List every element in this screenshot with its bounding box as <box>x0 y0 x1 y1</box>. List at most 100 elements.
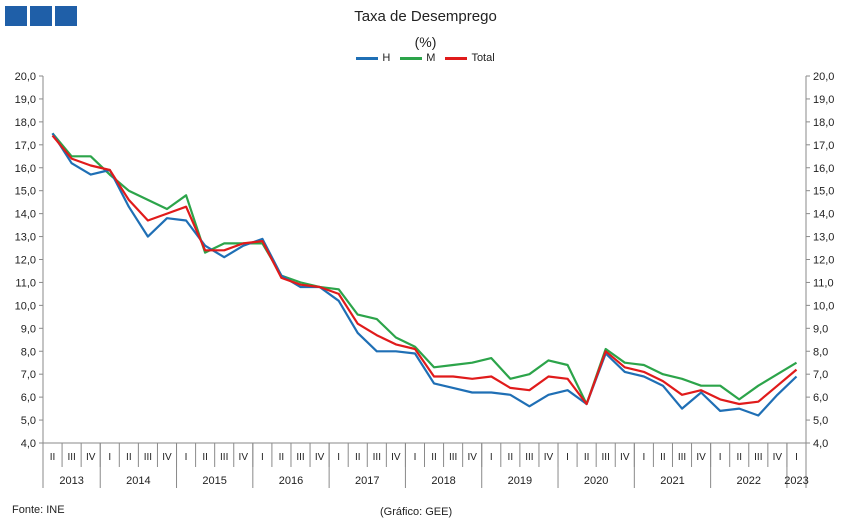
legend: H M Total <box>0 52 851 64</box>
year-label: 2021 <box>660 475 684 487</box>
quarter-label: IV <box>696 452 706 463</box>
legend-item-total: Total <box>445 52 495 64</box>
credit-note: (Gráfico: GEE) <box>380 506 453 518</box>
quarter-label: II <box>736 452 742 463</box>
quarter-label: III <box>525 452 533 463</box>
logo-square <box>5 6 27 26</box>
y-tick-label-left: 6,0 <box>21 392 36 404</box>
legend-item-m: M <box>400 52 435 64</box>
y-tick-label-left: 12,0 <box>15 255 36 267</box>
logo <box>5 6 77 26</box>
legend-label-m: M <box>426 52 436 64</box>
y-tick-label-right: 20,0 <box>813 71 834 83</box>
quarter-label: III <box>373 452 381 463</box>
quarter-label: III <box>67 452 75 463</box>
legend-swatch-h <box>356 56 379 60</box>
quarter-label: III <box>602 452 610 463</box>
y-tick-label-right: 15,0 <box>813 186 834 198</box>
quarter-label: I <box>108 452 111 463</box>
quarter-label: IV <box>391 452 401 463</box>
y-tick-label-left: 20,0 <box>15 71 36 83</box>
quarter-label: II <box>431 452 437 463</box>
quarter-label: II <box>660 452 666 463</box>
legend-swatch-total <box>445 56 468 60</box>
legend-swatch-m <box>400 56 423 60</box>
y-tick-label-right: 12,0 <box>813 255 834 267</box>
year-label: 2023 <box>784 475 808 487</box>
quarter-label: I <box>337 452 340 463</box>
year-label: 2014 <box>126 475 150 487</box>
y-tick-label-right: 7,0 <box>813 369 828 381</box>
quarter-label: II <box>584 452 590 463</box>
y-tick-label-left: 4,0 <box>21 438 36 450</box>
y-tick-label-left: 18,0 <box>15 117 36 129</box>
year-label: 2017 <box>355 475 379 487</box>
y-tick-label-left: 13,0 <box>15 232 36 244</box>
quarter-label: IV <box>315 452 325 463</box>
y-tick-label-left: 17,0 <box>15 140 36 152</box>
y-tick-label-left: 9,0 <box>21 323 36 335</box>
quarter-label: III <box>449 452 457 463</box>
quarter-label: I <box>261 452 264 463</box>
year-label: 2016 <box>279 475 303 487</box>
quarter-label: IV <box>467 452 477 463</box>
series-line-total <box>51 134 798 406</box>
legend-label-total: Total <box>471 52 495 64</box>
series-line-h <box>51 132 798 417</box>
y-tick-label-right: 8,0 <box>813 346 828 358</box>
quarter-label: III <box>296 452 304 463</box>
chart-title: Taxa de Desemprego <box>354 8 497 25</box>
quarter-label: II <box>355 452 361 463</box>
year-label: 2018 <box>431 475 455 487</box>
quarter-label: I <box>795 452 798 463</box>
y-tick-label-right: 13,0 <box>813 232 834 244</box>
y-tick-label-right: 11,0 <box>813 277 834 289</box>
quarter-label: I <box>642 452 645 463</box>
year-label: 2020 <box>584 475 608 487</box>
quarter-label: II <box>202 452 208 463</box>
y-tick-label-left: 7,0 <box>21 369 36 381</box>
quarter-label: IV <box>239 452 249 463</box>
y-tick-label-right: 16,0 <box>813 163 834 175</box>
logo-square <box>55 6 77 26</box>
quarter-label: IV <box>620 452 630 463</box>
logo-square <box>30 6 52 26</box>
series-line-m <box>51 132 798 406</box>
y-tick-label-left: 14,0 <box>15 209 36 221</box>
quarter-label: IV <box>162 452 172 463</box>
y-tick-label-left: 15,0 <box>15 186 36 198</box>
quarter-label: III <box>220 452 228 463</box>
quarter-label: II <box>279 452 285 463</box>
quarter-label: I <box>185 452 188 463</box>
y-tick-label-right: 9,0 <box>813 323 828 335</box>
quarter-label: II <box>508 452 514 463</box>
y-tick-label-right: 14,0 <box>813 209 834 221</box>
quarter-label: I <box>414 452 417 463</box>
y-tick-label-left: 10,0 <box>15 300 36 312</box>
y-tick-label-right: 18,0 <box>813 117 834 129</box>
y-tick-label-right: 10,0 <box>813 300 834 312</box>
y-tick-label-right: 17,0 <box>813 140 834 152</box>
year-label: 2022 <box>737 475 761 487</box>
y-tick-label-right: 19,0 <box>813 94 834 106</box>
y-tick-label-left: 16,0 <box>15 163 36 175</box>
legend-item-h: H <box>356 52 390 64</box>
quarter-label: II <box>50 452 56 463</box>
quarter-label: III <box>678 452 686 463</box>
quarter-label: I <box>566 452 569 463</box>
quarter-label: IV <box>544 452 554 463</box>
chart-subtitle: (%) <box>414 34 437 50</box>
y-tick-label-right: 4,0 <box>813 438 828 450</box>
y-tick-label-left: 8,0 <box>21 346 36 358</box>
y-tick-label-left: 5,0 <box>21 415 36 427</box>
quarter-label: I <box>490 452 493 463</box>
quarter-label: III <box>754 452 762 463</box>
quarter-label: III <box>144 452 152 463</box>
y-tick-label-left: 19,0 <box>15 94 36 106</box>
year-label: 2019 <box>508 475 532 487</box>
y-tick-label-right: 6,0 <box>813 392 828 404</box>
y-tick-label-right: 5,0 <box>813 415 828 427</box>
year-label: 2015 <box>202 475 226 487</box>
legend-label-h: H <box>382 52 391 64</box>
